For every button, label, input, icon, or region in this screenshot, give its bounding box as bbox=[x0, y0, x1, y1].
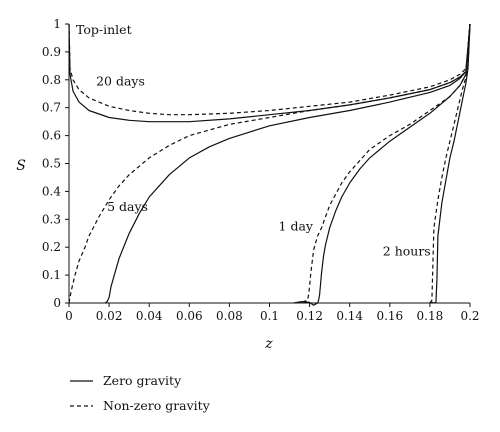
series-line-5-days-dashed bbox=[68, 23, 471, 304]
y-tick-label: 0.8 bbox=[42, 73, 61, 87]
ticks-layer: 0 0.02 0.04 0.06 0.08 0.1 0.12 0.14 0.16 0.18 0.2 0… bbox=[42, 17, 480, 323]
y-tick-label: 0.1 bbox=[42, 268, 61, 282]
series-line-20-days-dashed bbox=[68, 23, 471, 116]
x-tick-label: 0.1 bbox=[260, 309, 279, 323]
x-tick-label: 0.06 bbox=[176, 309, 203, 323]
annotation-20-days: 20 days bbox=[96, 73, 145, 88]
y-tick-label: 1 bbox=[53, 17, 61, 31]
annotations-layer: Top-inlet 20 days 5 days 1 day 2 hours bbox=[76, 22, 431, 259]
series-line-2-hours-solid bbox=[429, 23, 471, 304]
y-tick-label: 0.3 bbox=[42, 212, 61, 226]
x-tick-label: 0.08 bbox=[216, 309, 243, 323]
annotation-1-day: 1 day bbox=[279, 218, 314, 233]
x-tick-label: 0 bbox=[65, 309, 73, 323]
y-tick-label: 0.9 bbox=[42, 45, 61, 59]
axes-layer bbox=[68, 24, 470, 304]
annotation-5-days: 5 days bbox=[107, 199, 148, 214]
x-tick-label: 0.04 bbox=[136, 309, 163, 323]
annotation-2-hours: 2 hours bbox=[383, 244, 431, 259]
x-tick-label: 0.02 bbox=[96, 309, 123, 323]
x-axis-label: z bbox=[264, 336, 273, 352]
x-tick-label: 0.2 bbox=[460, 309, 479, 323]
x-tick-label: 0.18 bbox=[417, 309, 444, 323]
series-line-1-day-dashed bbox=[295, 23, 471, 304]
y-tick-label: 0.2 bbox=[42, 240, 61, 254]
y-tick-label: 0.5 bbox=[42, 157, 61, 171]
legend-label-non-zero-gravity: Non-zero gravity bbox=[103, 398, 211, 413]
y-tick-label: 0.7 bbox=[42, 101, 61, 115]
x-tick-label: 0.16 bbox=[376, 309, 403, 323]
annotation-top-inlet: Top-inlet bbox=[76, 22, 132, 37]
y-axis-label: S bbox=[16, 158, 26, 174]
y-tick-label: 0 bbox=[53, 296, 61, 310]
series-line-2-hours-dashed bbox=[429, 23, 471, 304]
x-tick-label: 0.14 bbox=[336, 309, 363, 323]
series-line-5-days-solid bbox=[104, 23, 471, 304]
legend: Zero gravity Non-zero gravity bbox=[70, 373, 211, 413]
legend-label-zero-gravity: Zero gravity bbox=[103, 373, 182, 388]
y-tick-label: 0.4 bbox=[42, 184, 61, 198]
x-tick-label: 0.12 bbox=[296, 309, 323, 323]
series-line-1-day-solid bbox=[293, 23, 471, 306]
series-layer bbox=[68, 23, 471, 306]
y-tick-label: 0.6 bbox=[42, 129, 61, 143]
